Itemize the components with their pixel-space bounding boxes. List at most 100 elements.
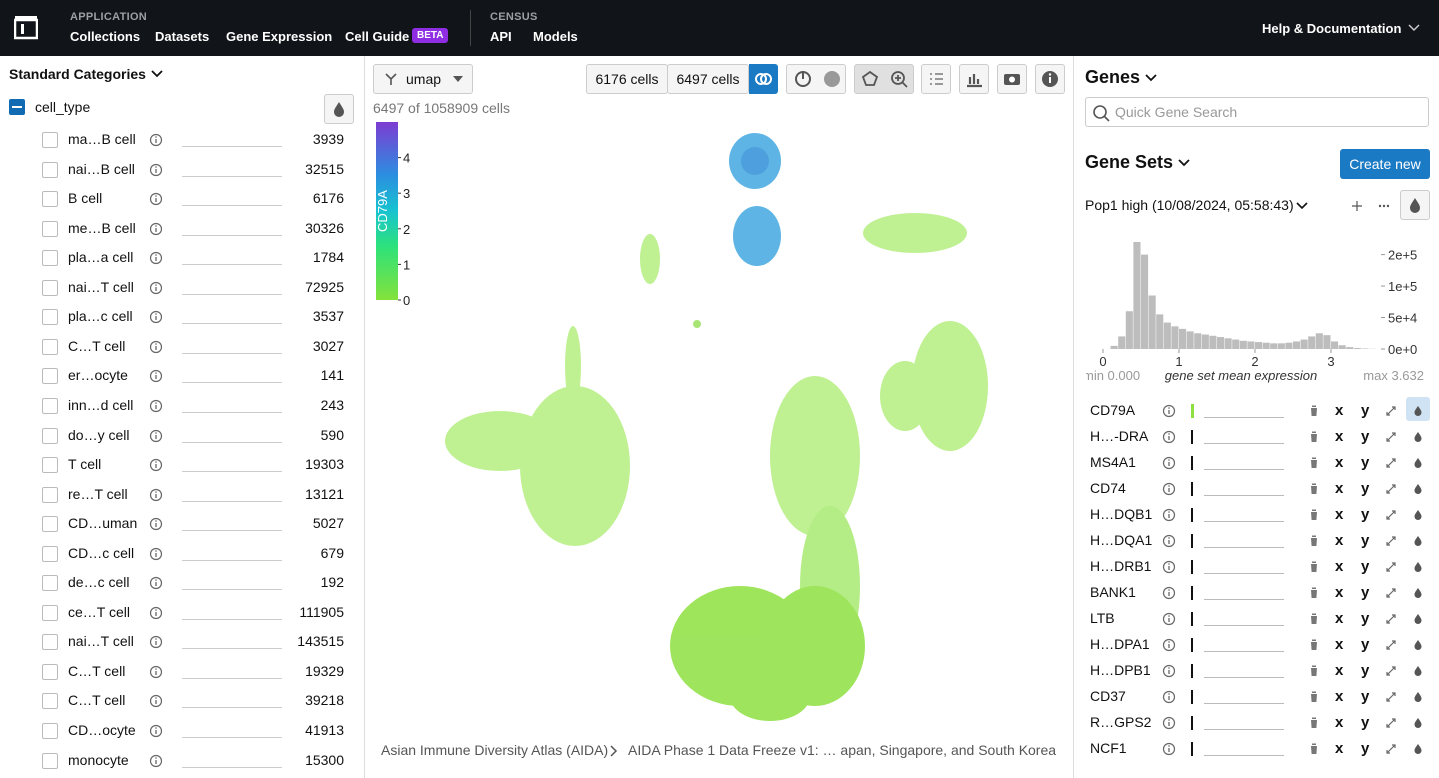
gene-name[interactable]: R…GPS2 [1090,714,1152,730]
value-label[interactable]: CD…uman [68,515,138,532]
gene-set-name[interactable]: Pop1 high (10/08/2024, 05:58:43) [1085,197,1294,213]
value-checkbox[interactable] [42,752,58,769]
layout-select[interactable]: umap [373,64,473,94]
value-label[interactable]: CD…c cell [68,544,135,561]
axis-y-button[interactable]: y [1361,636,1370,653]
gene-name[interactable]: H…DRB1 [1090,558,1152,574]
axis-y-button[interactable]: y [1361,454,1370,471]
gene-name[interactable]: MS4A1 [1090,454,1136,470]
histogram-button[interactable] [959,64,989,94]
logo[interactable] [14,16,38,40]
color-by-button[interactable] [1400,190,1430,220]
value-checkbox[interactable] [42,220,58,237]
expand-button[interactable] [1383,455,1399,471]
gene-name[interactable]: H…DQB1 [1090,506,1153,522]
delete-button[interactable] [1306,507,1322,523]
selection-button[interactable]: 6176 cells [586,64,668,94]
gene-name[interactable]: LTB [1090,610,1115,626]
expand-button[interactable] [1383,611,1399,627]
delete-button[interactable] [1306,585,1322,601]
color-by-gene[interactable] [1410,611,1426,627]
delete-button[interactable] [1306,741,1322,757]
expand-button[interactable] [1383,559,1399,575]
value-label[interactable]: C…T cell [68,337,126,354]
umap-plot[interactable]: CD79A 0 1 2 3 4 [365,56,1073,778]
delete-button[interactable] [1306,689,1322,705]
axis-x-button[interactable]: x [1335,688,1344,705]
value-label[interactable]: C…T cell [68,662,126,679]
value-checkbox[interactable] [42,338,58,355]
axis-y-button[interactable]: y [1361,610,1370,627]
axis-y-button[interactable]: y [1361,662,1370,679]
gene-name[interactable]: CD37 [1090,688,1126,704]
axis-x-button[interactable]: x [1335,402,1344,419]
expand-button[interactable] [1383,663,1399,679]
panel-title[interactable]: Standard Categories [9,66,146,82]
value-checkbox[interactable] [42,723,58,739]
nav-link[interactable]: Cell Guide [345,29,410,44]
color-by-gene[interactable] [1410,559,1426,575]
help-link[interactable]: Help & Documentation [1262,21,1402,36]
value-checkbox[interactable] [42,427,58,444]
snapshot-button[interactable] [997,64,1027,94]
value-checkbox[interactable] [42,486,58,503]
axis-y-button[interactable]: y [1361,688,1370,705]
axis-x-button[interactable]: x [1335,454,1344,471]
legend-button[interactable] [921,64,951,94]
color-by-gene[interactable] [1410,689,1426,705]
breadcrumb[interactable]: AIDA Phase 1 Data Freeze v1: … apan, Sin… [628,742,1057,758]
value-checkbox[interactable] [42,663,58,680]
expand-button[interactable] [1383,689,1399,705]
expand-button[interactable] [1383,429,1399,445]
breadcrumb[interactable]: Asian Immune Diversity Atlas (AIDA) [381,742,609,758]
gene-name[interactable]: H…DPA1 [1090,636,1150,652]
axis-x-button[interactable]: x [1335,584,1344,601]
value-label[interactable]: T cell [68,456,102,473]
chart-toggle[interactable] [786,64,846,94]
axis-y-button[interactable]: y [1361,740,1370,757]
axis-y-button[interactable]: y [1361,584,1370,601]
value-checkbox[interactable] [42,250,58,267]
value-checkbox[interactable] [42,575,58,592]
value-checkbox[interactable] [42,191,58,208]
axis-y-button[interactable]: y [1361,402,1370,419]
color-by-gene[interactable] [1410,507,1426,523]
nav-link[interactable]: API [490,29,512,44]
color-by-gene[interactable] [1410,715,1426,731]
value-label[interactable]: nai…T cell [68,278,134,295]
gene-name[interactable]: CD74 [1090,480,1126,496]
value-checkbox[interactable] [42,693,58,710]
expand-button[interactable] [1383,637,1399,653]
value-label[interactable]: pla…c cell [68,308,133,325]
color-by-button[interactable] [324,94,354,124]
expand-button[interactable] [1383,507,1399,523]
axis-x-button[interactable]: x [1335,532,1344,549]
axis-y-button[interactable]: y [1361,714,1370,731]
axis-x-button[interactable]: x [1335,636,1344,653]
value-label[interactable]: do…y cell [68,426,130,443]
value-checkbox[interactable] [42,545,58,562]
axis-y-button[interactable]: y [1361,480,1370,497]
value-label[interactable]: CD…ocyte [68,722,136,738]
delete-button[interactable] [1306,533,1322,549]
color-by-gene[interactable] [1410,585,1426,601]
nav-link[interactable]: Models [533,29,578,44]
gene-name[interactable]: BANK1 [1090,584,1136,600]
section-title[interactable]: Gene Sets [1085,152,1174,172]
axis-x-button[interactable]: x [1335,506,1344,523]
nav-link[interactable]: Gene Expression [226,29,333,44]
value-checkbox[interactable] [42,457,58,474]
value-label[interactable]: ce…T cell [68,603,130,620]
gene-name[interactable]: NCF1 [1090,740,1127,756]
axis-x-button[interactable]: x [1335,740,1344,757]
value-checkbox[interactable] [42,279,58,296]
color-by-gene[interactable] [1410,741,1426,757]
delete-button[interactable] [1306,559,1322,575]
color-by-gene[interactable] [1410,637,1426,653]
axis-x-button[interactable]: x [1335,428,1344,445]
selection-tool[interactable] [854,64,914,94]
value-label[interactable]: er…ocyte [68,367,128,384]
axis-x-button[interactable]: x [1335,662,1344,679]
color-by-gene[interactable] [1410,533,1426,549]
value-label[interactable]: B cell [68,190,103,207]
